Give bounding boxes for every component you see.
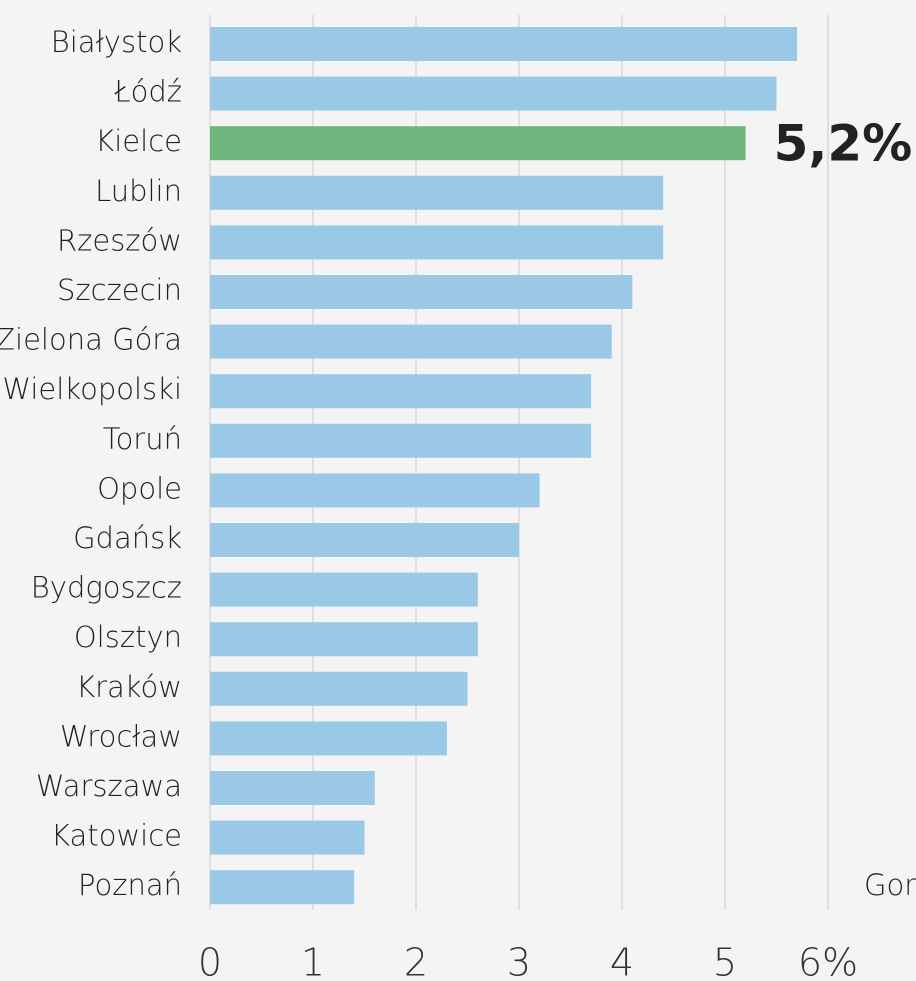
- category-label: Rzeszów: [57, 223, 182, 257]
- bar: [210, 175, 664, 210]
- x-tick-label: 0: [198, 941, 222, 981]
- bar: [210, 27, 798, 61]
- x-tick-label: 5: [713, 941, 737, 981]
- category-label: Toruń: [103, 422, 182, 456]
- bar: [210, 622, 478, 657]
- bar: [210, 870, 355, 905]
- category-label: Szczecin: [57, 273, 182, 307]
- bar: [210, 523, 519, 557]
- category-label: Zielona Góra: [0, 323, 182, 357]
- category-label: Białystok: [51, 25, 182, 59]
- category-label: Olsztyn: [74, 620, 182, 654]
- bar: [210, 820, 365, 855]
- annotation: Gor: [864, 868, 916, 902]
- category-label: Warszawa: [36, 769, 182, 803]
- category-label: Lublin: [95, 174, 182, 208]
- category-label: Bydgoszcz: [31, 571, 182, 605]
- category-label: Kielce: [95, 124, 182, 158]
- category-label: Gdańsk: [73, 521, 182, 555]
- bar: [210, 423, 592, 458]
- bar: [210, 126, 746, 161]
- value-label: 5,2%: [774, 115, 913, 173]
- x-tick-label: 1: [301, 941, 325, 981]
- bar: [210, 76, 777, 111]
- bar: [210, 324, 612, 359]
- bar: [210, 671, 468, 706]
- bar: [210, 225, 664, 260]
- category-label: Gorzów Wielkopolski: [0, 372, 182, 406]
- bar: [210, 374, 592, 409]
- bar: [210, 771, 375, 805]
- bar: [210, 721, 447, 756]
- category-label: Wrocław: [60, 719, 182, 753]
- category-label: Kraków: [76, 670, 182, 704]
- x-tick-label: 6%: [798, 941, 858, 981]
- category-label: Łódź: [113, 75, 182, 109]
- bar: [210, 473, 540, 508]
- x-tick-label: 3: [507, 941, 531, 981]
- category-label: Katowice: [51, 819, 182, 853]
- bar: [210, 275, 633, 309]
- category-label: Poznań: [78, 868, 182, 902]
- x-tick-label: 4: [610, 941, 634, 981]
- bar: [210, 572, 478, 607]
- category-label: Opole: [97, 471, 182, 505]
- x-tick-label: 2: [404, 941, 428, 981]
